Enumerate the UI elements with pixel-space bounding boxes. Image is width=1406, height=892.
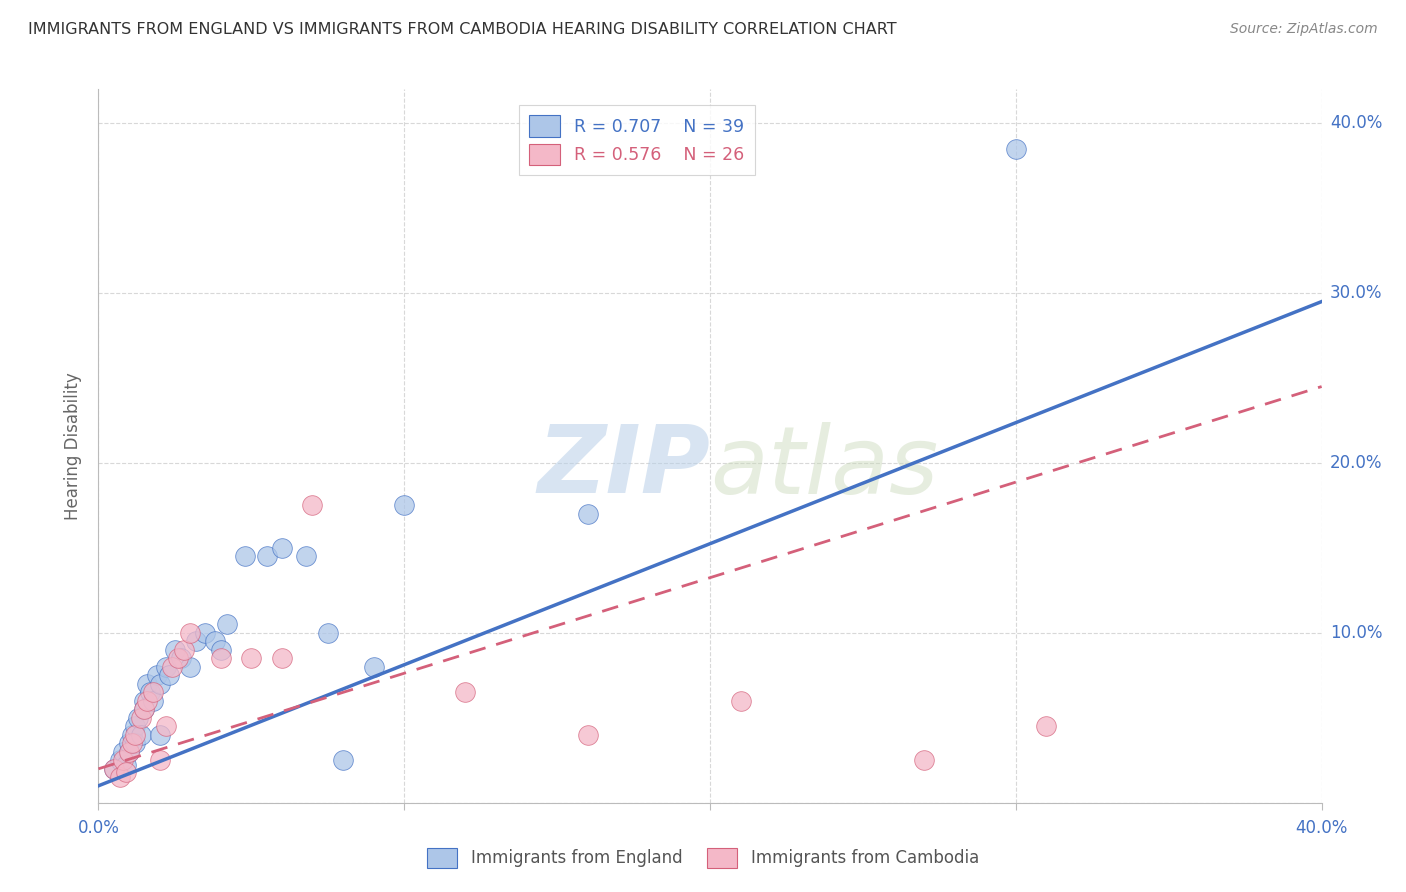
Point [179, 626, 201, 640]
Point [157, 668, 180, 682]
Point [576, 507, 599, 521]
Text: ZIP: ZIP [537, 421, 710, 514]
Point [167, 651, 190, 665]
Point [256, 549, 278, 564]
Point [392, 499, 416, 513]
Point [103, 762, 125, 776]
Point [209, 643, 232, 657]
Text: 10.0%: 10.0% [1330, 624, 1382, 642]
Point [108, 753, 131, 767]
Point [134, 702, 156, 716]
Point [118, 745, 141, 759]
Point [115, 765, 138, 780]
Point [121, 736, 143, 750]
Point [186, 634, 208, 648]
Point [142, 685, 165, 699]
Point [111, 753, 134, 767]
Point [149, 677, 172, 691]
Point [108, 770, 131, 784]
Point [136, 677, 159, 691]
Legend: R = 0.707    N = 39, R = 0.576    N = 26: R = 0.707 N = 39, R = 0.576 N = 26 [519, 105, 755, 175]
Point [179, 660, 201, 674]
Point [160, 660, 183, 674]
Point [454, 685, 477, 699]
Text: 20.0%: 20.0% [1330, 454, 1382, 472]
Point [136, 694, 159, 708]
Text: IMMIGRANTS FROM ENGLAND VS IMMIGRANTS FROM CAMBODIA HEARING DISABILITY CORRELATI: IMMIGRANTS FROM ENGLAND VS IMMIGRANTS FR… [28, 22, 897, 37]
Point [240, 651, 263, 665]
Point [301, 499, 323, 513]
Point [129, 711, 152, 725]
Point [204, 634, 226, 648]
Point [576, 728, 599, 742]
Point [129, 728, 152, 742]
Point [730, 694, 752, 708]
Point [209, 651, 232, 665]
Point [149, 728, 172, 742]
Point [115, 758, 138, 772]
Point [270, 541, 292, 555]
Point [111, 745, 134, 759]
Point [145, 668, 167, 682]
Text: 40.0%: 40.0% [1330, 114, 1382, 132]
Point [270, 651, 292, 665]
Point [170, 651, 193, 665]
Point [155, 719, 177, 733]
Point [1035, 719, 1057, 733]
Point [118, 736, 141, 750]
Point [295, 549, 318, 564]
Point [332, 753, 354, 767]
Point [912, 753, 935, 767]
Text: Source: ZipAtlas.com: Source: ZipAtlas.com [1230, 22, 1378, 37]
Point [1004, 142, 1026, 156]
Y-axis label: Hearing Disability: Hearing Disability [65, 372, 83, 520]
Point [142, 694, 165, 708]
Point [316, 626, 339, 640]
Point [124, 719, 146, 733]
Point [194, 626, 217, 640]
Text: 40.0%: 40.0% [1295, 820, 1348, 838]
Text: 30.0%: 30.0% [1330, 284, 1382, 302]
Point [139, 685, 162, 699]
Point [103, 762, 125, 776]
Text: 0.0%: 0.0% [77, 820, 120, 838]
Point [149, 753, 172, 767]
Legend: Immigrants from England, Immigrants from Cambodia: Immigrants from England, Immigrants from… [420, 841, 986, 875]
Point [121, 728, 143, 742]
Point [233, 549, 256, 564]
Point [124, 728, 146, 742]
Point [127, 711, 149, 725]
Point [134, 702, 156, 716]
Point [134, 694, 156, 708]
Point [155, 660, 177, 674]
Point [173, 643, 195, 657]
Point [163, 643, 186, 657]
Point [215, 617, 238, 632]
Point [118, 745, 141, 759]
Text: atlas: atlas [710, 422, 938, 513]
Point [124, 736, 146, 750]
Point [363, 660, 385, 674]
